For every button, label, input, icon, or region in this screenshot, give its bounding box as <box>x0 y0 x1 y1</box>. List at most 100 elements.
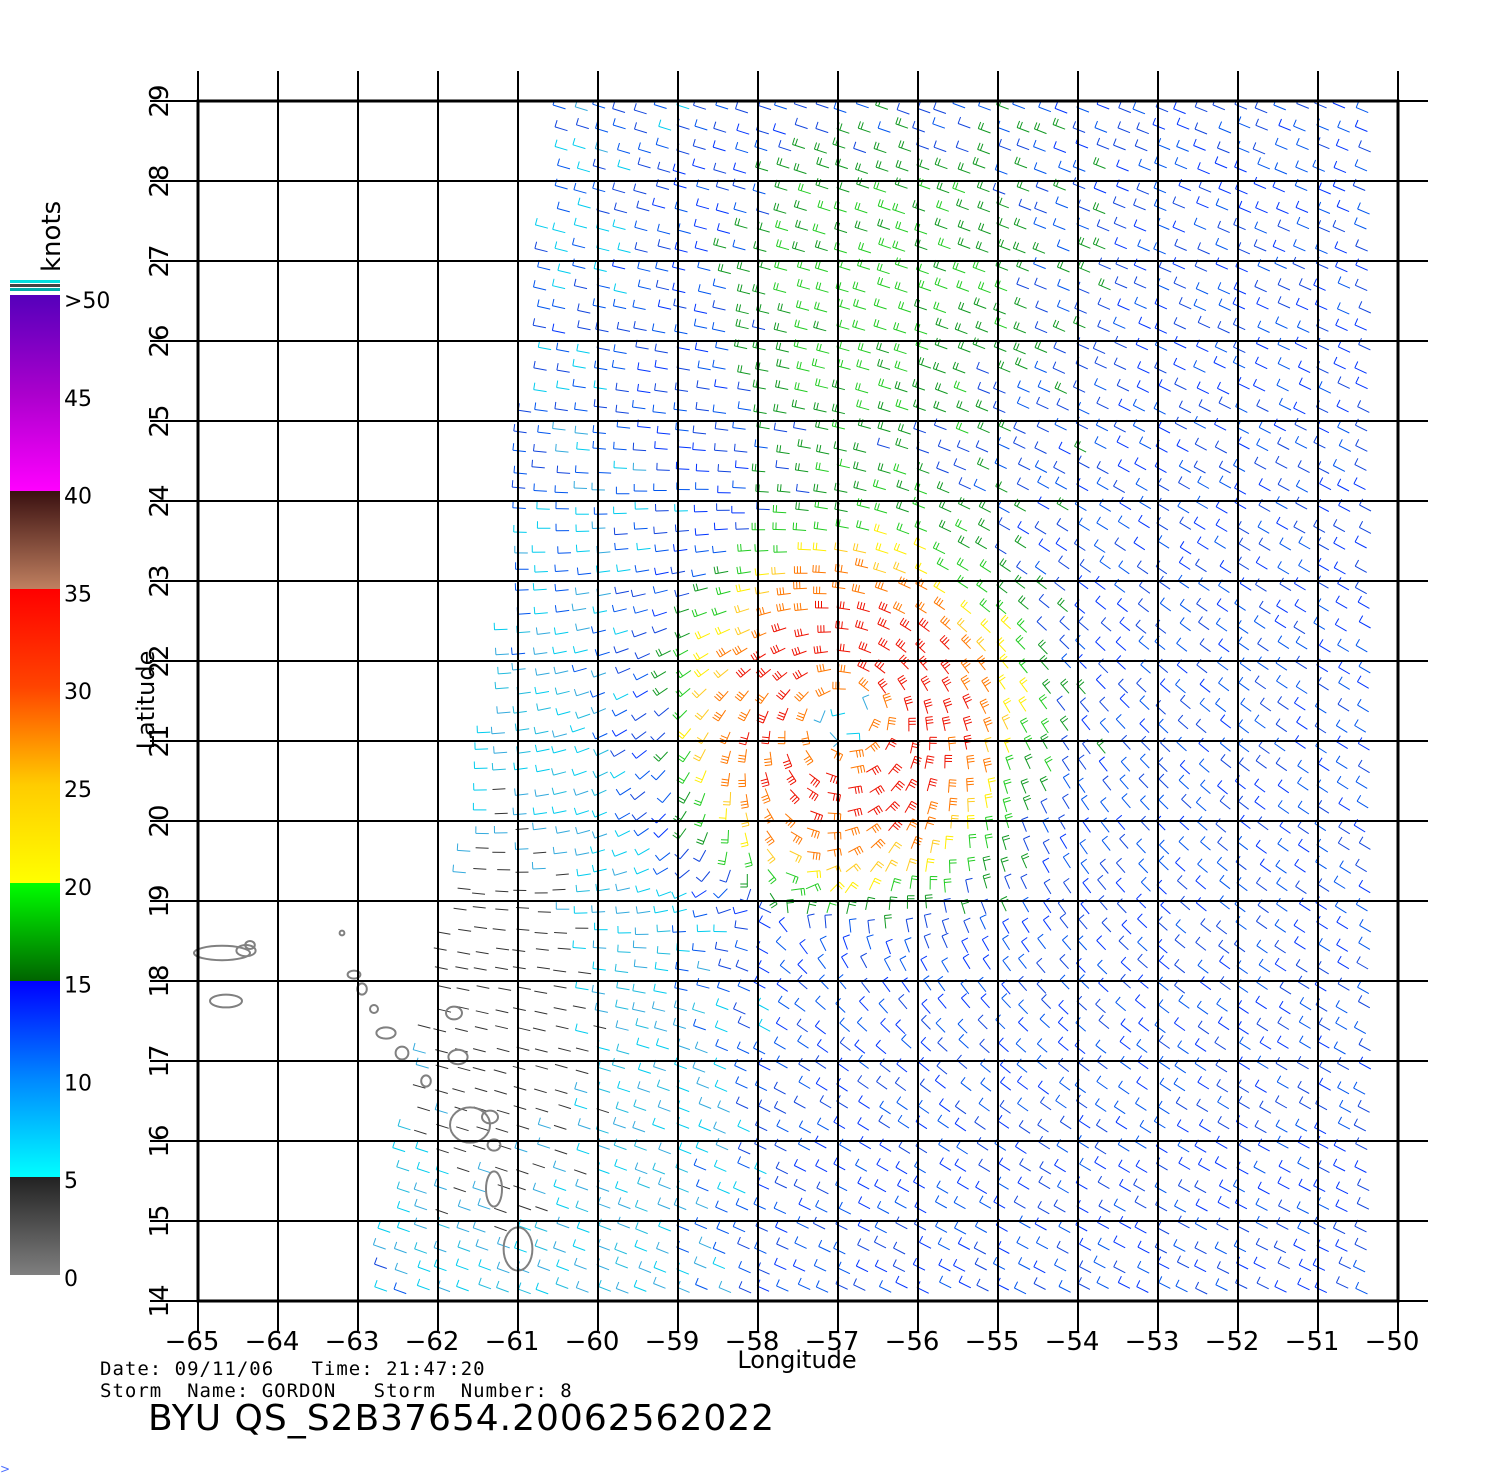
wind-barb <box>1113 1235 1126 1249</box>
wind-barb <box>1334 618 1347 632</box>
latitude-tick-label: 16 <box>145 1124 175 1157</box>
wind-barb <box>1177 574 1190 589</box>
wind-barb <box>1194 1241 1207 1255</box>
wind-barb <box>535 948 549 951</box>
wind-barb <box>813 645 828 654</box>
wind-barb <box>1240 697 1252 712</box>
wind-barb <box>635 885 651 893</box>
wind-barb <box>650 670 667 679</box>
wind-barb <box>633 183 647 195</box>
wind-barb <box>713 1159 727 1172</box>
island-outline <box>445 1005 463 1021</box>
wind-barb <box>1178 994 1190 1009</box>
wind-barb <box>917 177 931 190</box>
wind-barb <box>1176 637 1188 652</box>
wind-barb <box>1017 1075 1029 1090</box>
wind-barb <box>1296 1056 1309 1070</box>
wind-barb <box>982 855 991 871</box>
latitude-tick-label: 23 <box>145 564 175 597</box>
wind-barb <box>941 957 949 973</box>
wind-barb <box>671 891 687 899</box>
wind-barb <box>884 914 892 929</box>
wind-barb <box>575 623 590 631</box>
island-outline <box>244 940 256 950</box>
wind-barb <box>631 812 647 821</box>
wind-barb <box>1017 520 1030 535</box>
wind-barb <box>877 421 891 433</box>
wind-barb <box>1056 497 1069 511</box>
wind-barb <box>893 463 907 475</box>
wind-barb <box>1121 793 1131 809</box>
colorbar-tick-label: 0 <box>64 1267 78 1292</box>
wind-barb <box>895 1275 908 1289</box>
wind-barb <box>712 140 726 152</box>
wind-barb <box>833 201 847 213</box>
wind-barb <box>1316 137 1330 150</box>
wind-barb <box>1134 1220 1147 1234</box>
wind-barb <box>1238 1056 1251 1070</box>
wind-barb <box>554 1149 568 1155</box>
wind-barb <box>558 1104 572 1110</box>
wind-barb <box>758 1099 771 1113</box>
wind-barb <box>1002 797 1011 813</box>
wind-barb <box>735 460 749 469</box>
wind-barb <box>1237 556 1250 570</box>
wind-barb <box>1277 837 1289 852</box>
wind-barb <box>1054 101 1068 114</box>
wind-barb <box>1042 678 1051 694</box>
wind-barb <box>975 440 989 453</box>
wind-barb <box>1117 1275 1131 1289</box>
wind-barb <box>1254 1079 1267 1093</box>
wind-barb <box>1113 479 1126 494</box>
wind-barb <box>1120 956 1132 972</box>
wind-barb <box>937 237 951 250</box>
wind-barb <box>815 281 829 293</box>
wind-barb <box>1073 537 1086 551</box>
wind-barb <box>1215 617 1228 632</box>
wind-barb <box>1000 614 1012 630</box>
wind-barb <box>396 1220 410 1233</box>
wind-barb <box>866 934 874 950</box>
wind-barb <box>637 261 651 272</box>
wind-barb <box>936 461 949 474</box>
colorbar-tick-label: 30 <box>64 680 92 705</box>
wind-barb <box>853 461 867 472</box>
wind-barb <box>498 987 512 991</box>
wind-barb <box>575 1178 589 1191</box>
wind-barb <box>1056 398 1069 411</box>
wind-barb <box>1016 277 1030 290</box>
wind-barb <box>717 851 728 866</box>
wind-barb <box>534 241 548 253</box>
wind-barb <box>1173 317 1187 330</box>
longitude-tick-label: −63 <box>325 1327 380 1357</box>
wind-barb <box>495 1025 509 1030</box>
wind-barb <box>575 524 590 532</box>
wind-barb <box>1038 1135 1051 1150</box>
wind-barb <box>1080 794 1090 811</box>
latitude-tick-label: 20 <box>145 804 175 837</box>
wind-barb <box>1193 360 1206 373</box>
wind-barb <box>868 718 882 732</box>
wind-barb <box>1139 1119 1152 1134</box>
wind-barb <box>493 746 508 754</box>
wind-barb <box>1293 919 1306 933</box>
wind-barb <box>921 1014 931 1030</box>
wind-barb <box>953 1258 966 1272</box>
wind-barb <box>1197 858 1208 873</box>
wind-barb <box>855 382 869 394</box>
wind-barb <box>1275 316 1288 329</box>
wind-barb <box>575 1281 589 1293</box>
wind-barb <box>1275 718 1288 733</box>
wind-barb <box>1254 221 1267 234</box>
wind-barb <box>1216 1079 1229 1093</box>
wind-barb <box>939 634 950 650</box>
wind-barb <box>1157 976 1169 991</box>
wind-barb <box>1157 1256 1170 1270</box>
wind-barb <box>1216 381 1230 395</box>
wind-barb <box>892 202 906 215</box>
wind-barb <box>1274 614 1287 629</box>
wind-barb <box>1135 1097 1147 1111</box>
wind-barb <box>1215 257 1229 270</box>
x-axis-title: Longitude <box>737 1346 856 1374</box>
wind-barb <box>793 602 808 611</box>
